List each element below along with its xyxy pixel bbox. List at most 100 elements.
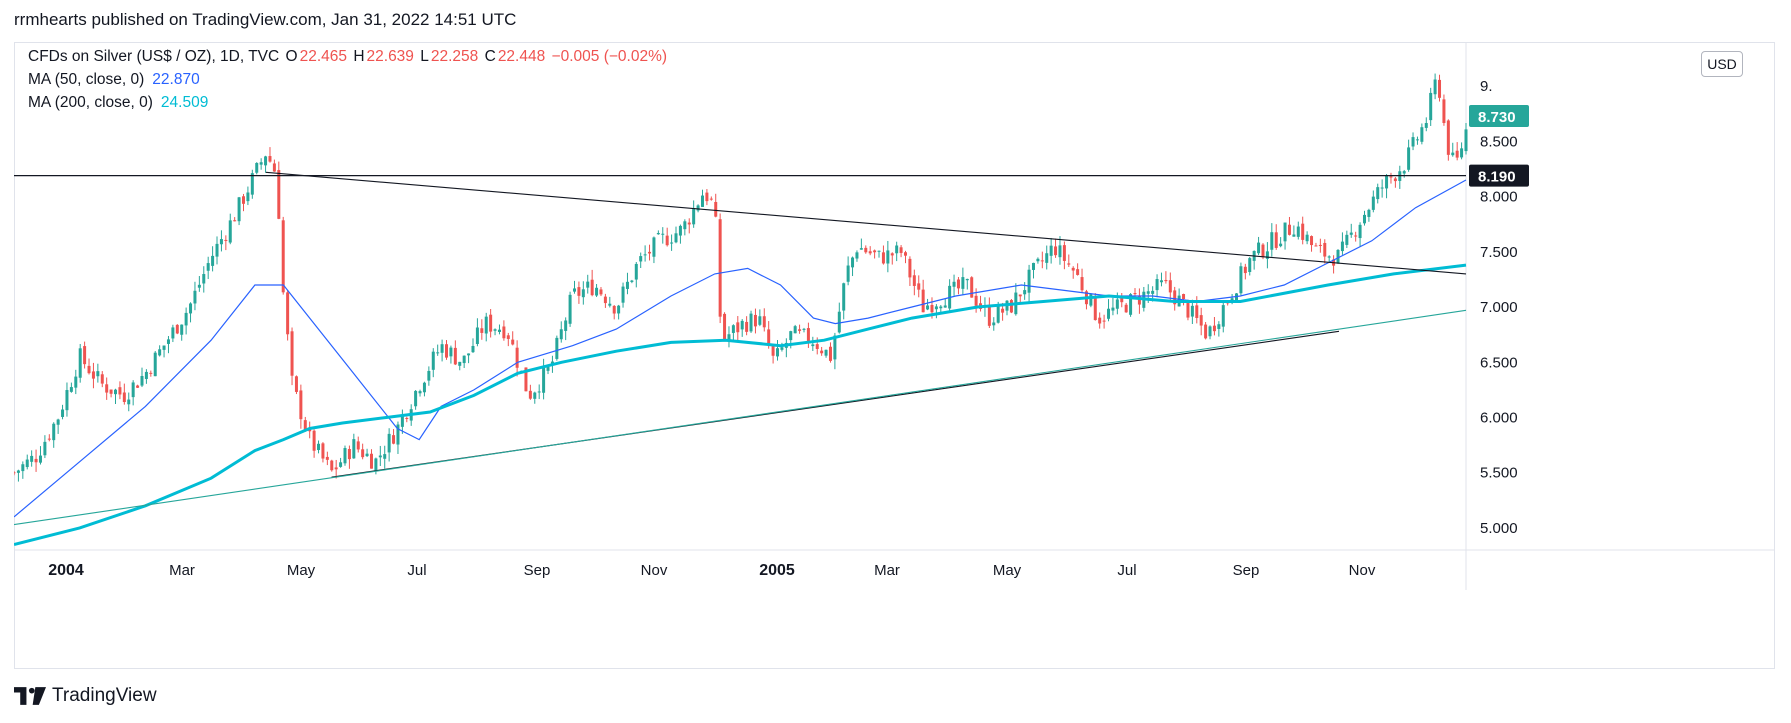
candle-body: [122, 392, 126, 403]
candle-body: [1327, 256, 1331, 258]
candle-body: [83, 346, 87, 365]
candle-body: [91, 371, 95, 379]
candle-body: [1296, 226, 1300, 237]
candle-body: [1062, 245, 1066, 261]
candle-body: [1071, 267, 1075, 271]
candle-body: [356, 441, 360, 450]
tradingview-brand[interactable]: TradingView: [14, 685, 157, 707]
candle-body: [1168, 280, 1172, 293]
candle-body: [625, 281, 629, 289]
candle-body: [484, 316, 488, 334]
candle-body: [868, 251, 872, 254]
x-tick-label: Sep: [1233, 562, 1260, 579]
candle-body: [449, 347, 453, 357]
candle-body: [780, 347, 784, 350]
trendline-1[interactable]: [265, 171, 1467, 275]
candle-body: [678, 225, 682, 236]
candle-body: [321, 443, 325, 459]
candle-body: [974, 295, 978, 306]
candle-body: [1362, 214, 1366, 224]
candle-body: [281, 220, 285, 293]
candle-body: [595, 287, 599, 296]
candle-body: [1137, 296, 1141, 305]
candle-body: [100, 374, 104, 384]
candle-body: [828, 346, 832, 361]
legend-ma200[interactable]: MA (200, close, 0) 24.509: [28, 94, 210, 112]
candle-body: [458, 361, 462, 366]
candle-body: [714, 201, 718, 217]
candle-body: [793, 326, 797, 334]
candle-body: [511, 339, 515, 345]
legend-symbol[interactable]: CFDs on Silver (US$ / OZ), 1D, TVC: [28, 48, 280, 65]
legend-close-value: 22.448: [497, 48, 546, 65]
candle-body: [233, 220, 237, 222]
trendline-3[interactable]: [14, 309, 1467, 526]
candle-body: [674, 233, 678, 243]
candle-body: [1221, 305, 1225, 327]
candle-body: [149, 372, 153, 374]
legend-high-label: H: [353, 48, 365, 65]
candle-body: [1402, 171, 1406, 174]
candle-body: [1261, 244, 1265, 258]
x-tick-label: Sep: [524, 562, 551, 579]
candle-body: [224, 239, 228, 241]
candle-body: [69, 387, 73, 392]
candle-body: [1009, 300, 1013, 313]
candle-body: [939, 306, 943, 309]
candle-body: [723, 313, 727, 340]
candle-body: [343, 448, 347, 464]
candle-body: [1186, 300, 1190, 318]
candle-body: [255, 162, 259, 173]
candle-body: [1380, 187, 1384, 189]
candle-body: [1023, 290, 1027, 295]
candle-body: [312, 430, 316, 451]
price-badge-label-1: 8.730: [1478, 109, 1516, 126]
candle-body: [1305, 234, 1309, 242]
y-tick-label: 5.500: [1480, 465, 1518, 482]
candle-body: [890, 253, 894, 256]
candle-body: [528, 390, 532, 399]
legend-high-value: 22.639: [366, 48, 414, 65]
candle-body: [427, 370, 431, 381]
candle-body: [206, 263, 210, 271]
candle-body: [776, 348, 780, 357]
candle-body: [687, 222, 691, 225]
candle-body: [643, 254, 647, 256]
candle-body: [78, 348, 82, 378]
candle-body: [762, 316, 766, 328]
candle-body: [1190, 305, 1194, 317]
candle-body: [1358, 224, 1362, 239]
candle-body: [277, 170, 281, 219]
candle-body: [1115, 299, 1119, 309]
legend-ma50[interactable]: MA (50, close, 0) 22.870: [28, 71, 202, 89]
candle-body: [471, 345, 475, 353]
candle-body: [418, 391, 422, 394]
candle-body: [648, 251, 652, 254]
candle-body: [1345, 234, 1349, 245]
x-tick-label: May: [993, 562, 1022, 579]
candle-body: [1230, 298, 1234, 301]
x-tick-label: Jul: [407, 562, 426, 579]
candle-body: [308, 429, 312, 432]
candle-body: [1208, 326, 1212, 337]
candle-body: [1102, 320, 1106, 322]
candle-body: [1420, 127, 1424, 142]
candle-body: [1318, 244, 1322, 247]
candle-body: [1270, 232, 1274, 250]
candle-body: [771, 345, 775, 356]
candle-body: [34, 458, 38, 463]
candle-body: [1120, 297, 1124, 303]
candle-body: [1446, 120, 1450, 155]
price-chart[interactable]: 9. 8.500 8.000 7.500 7.000 6.500 6.000 5.500 5.0…: [14, 42, 1775, 669]
candle-body: [387, 433, 391, 453]
candle-body: [171, 327, 175, 339]
candle-body: [608, 303, 612, 306]
x-tick-label: May: [287, 562, 316, 579]
candle-body: [1155, 279, 1159, 291]
currency-button[interactable]: USD: [1701, 51, 1743, 77]
candle-body: [246, 192, 250, 202]
candle-body: [1173, 290, 1177, 305]
candle-body: [96, 371, 100, 377]
y-tick-label: 6.500: [1480, 354, 1518, 371]
y-tick-label: 8.500: [1480, 133, 1518, 150]
